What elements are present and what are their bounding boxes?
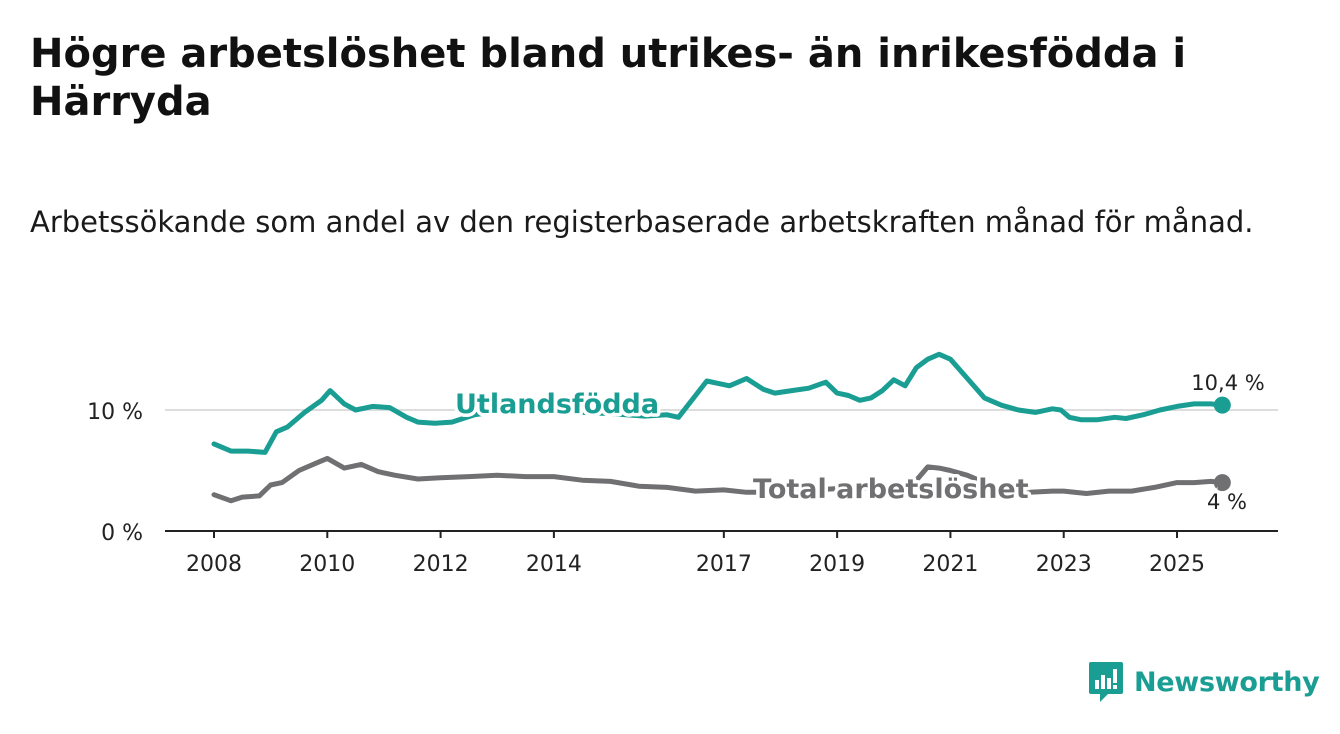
x-tick-label: 2021 — [922, 552, 978, 577]
x-tick-label: 2025 — [1149, 552, 1205, 577]
series-line-0 — [211, 351, 1225, 455]
x-tick-label: 2017 — [696, 552, 752, 577]
newsworthy-logo-icon — [1089, 662, 1123, 702]
chart-labels: 0 % 10 % 2008 2010 2012 2014 2017 2019 2021 2023 2… — [87, 369, 1267, 578]
series-name-label-1: Total arbetslöshet — [753, 474, 1029, 505]
series-end-point-0 — [1213, 396, 1231, 414]
x-tick-label: 2023 — [1036, 552, 1092, 577]
series-line-1 — [211, 455, 1225, 504]
y-tick-label: 0 % — [101, 521, 143, 546]
x-tick-label: 2010 — [299, 552, 355, 577]
chart-subtitle: Arbetssökande som andel av den registerb… — [30, 205, 1254, 239]
end-value-label-0: 10,4 % — [1191, 371, 1264, 395]
x-tick-label: 2008 — [186, 552, 242, 577]
x-tick-label: 2014 — [526, 552, 582, 577]
x-axis — [165, 530, 1278, 538]
series-name-label-0: Utlandsfödda — [455, 389, 659, 420]
x-tick-label: 2019 — [809, 552, 865, 577]
series-end-point-1 — [1213, 474, 1231, 492]
brand-name: Newsworthy — [1134, 666, 1320, 698]
x-tick-label: 2012 — [413, 552, 469, 577]
y-tick-label: 10 % — [87, 400, 143, 425]
end-value-label-1: 4 % — [1207, 490, 1247, 514]
chart-title: Högre arbetslöshet bland utrikes- än inr… — [30, 31, 1187, 125]
brand-logo: Newsworthy — [1088, 660, 1320, 704]
series-lines — [211, 351, 1231, 504]
